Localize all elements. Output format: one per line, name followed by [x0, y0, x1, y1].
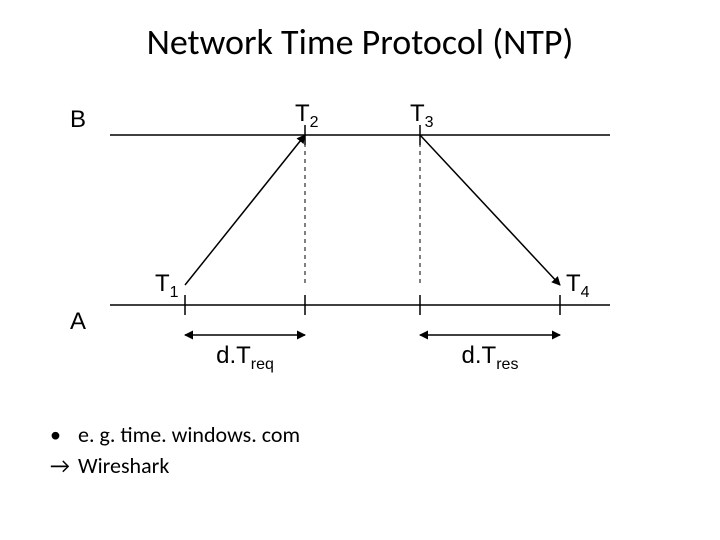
bullet-marker: •: [50, 420, 78, 451]
arrow-text: Wireshark: [78, 451, 169, 482]
svg-text:A: A: [70, 308, 86, 335]
slide-title: Network Time Protocol (NTP): [0, 20, 720, 64]
svg-text:T4: T4: [566, 270, 590, 301]
svg-text:T1: T1: [155, 270, 179, 301]
svg-text:T2: T2: [295, 100, 319, 131]
svg-text:d.Treq: d.Treq: [216, 342, 274, 373]
arrow-glyph: →: [50, 451, 78, 482]
bullet-text: e. g. time. windows. com: [78, 420, 300, 451]
svg-text:T3: T3: [410, 100, 434, 131]
diagram-svg: B A T1 T2 T3 T4 d.Treq d.Tres: [70, 85, 630, 385]
svg-text:B: B: [70, 106, 86, 133]
arrow-line: → Wireshark: [50, 451, 300, 482]
ntp-diagram: B A T1 T2 T3 T4 d.Treq d.Tres: [70, 85, 630, 385]
svg-text:d.Tres: d.Tres: [462, 342, 519, 373]
bullet-item: • e. g. time. windows. com: [50, 420, 300, 451]
bullet-list: • e. g. time. windows. com → Wireshark: [50, 420, 300, 482]
